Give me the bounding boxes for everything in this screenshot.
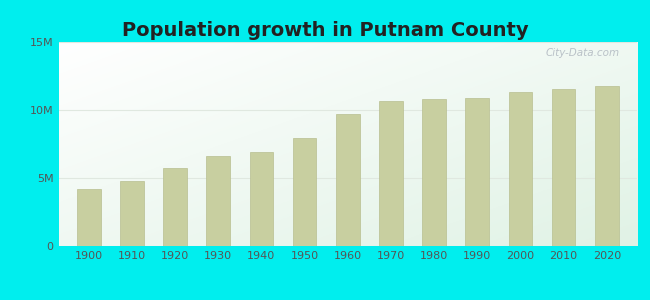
Bar (595, 85, 619, 246)
Bar (508, 92, 532, 246)
Bar (422, 99, 446, 246)
Bar (120, 181, 144, 246)
Bar (552, 89, 575, 246)
Bar (336, 114, 359, 246)
Bar (292, 138, 317, 246)
Legend: Putnam County, Ohio: Putnam County, Ohio (244, 298, 452, 300)
Bar (206, 156, 230, 246)
Bar (77, 190, 101, 246)
Bar (465, 98, 489, 246)
Text: City-Data.com: City-Data.com (545, 48, 619, 58)
Bar (163, 168, 187, 246)
Text: Population growth in Putnam County: Population growth in Putnam County (122, 21, 528, 40)
Bar (250, 152, 273, 246)
Bar (379, 101, 403, 246)
